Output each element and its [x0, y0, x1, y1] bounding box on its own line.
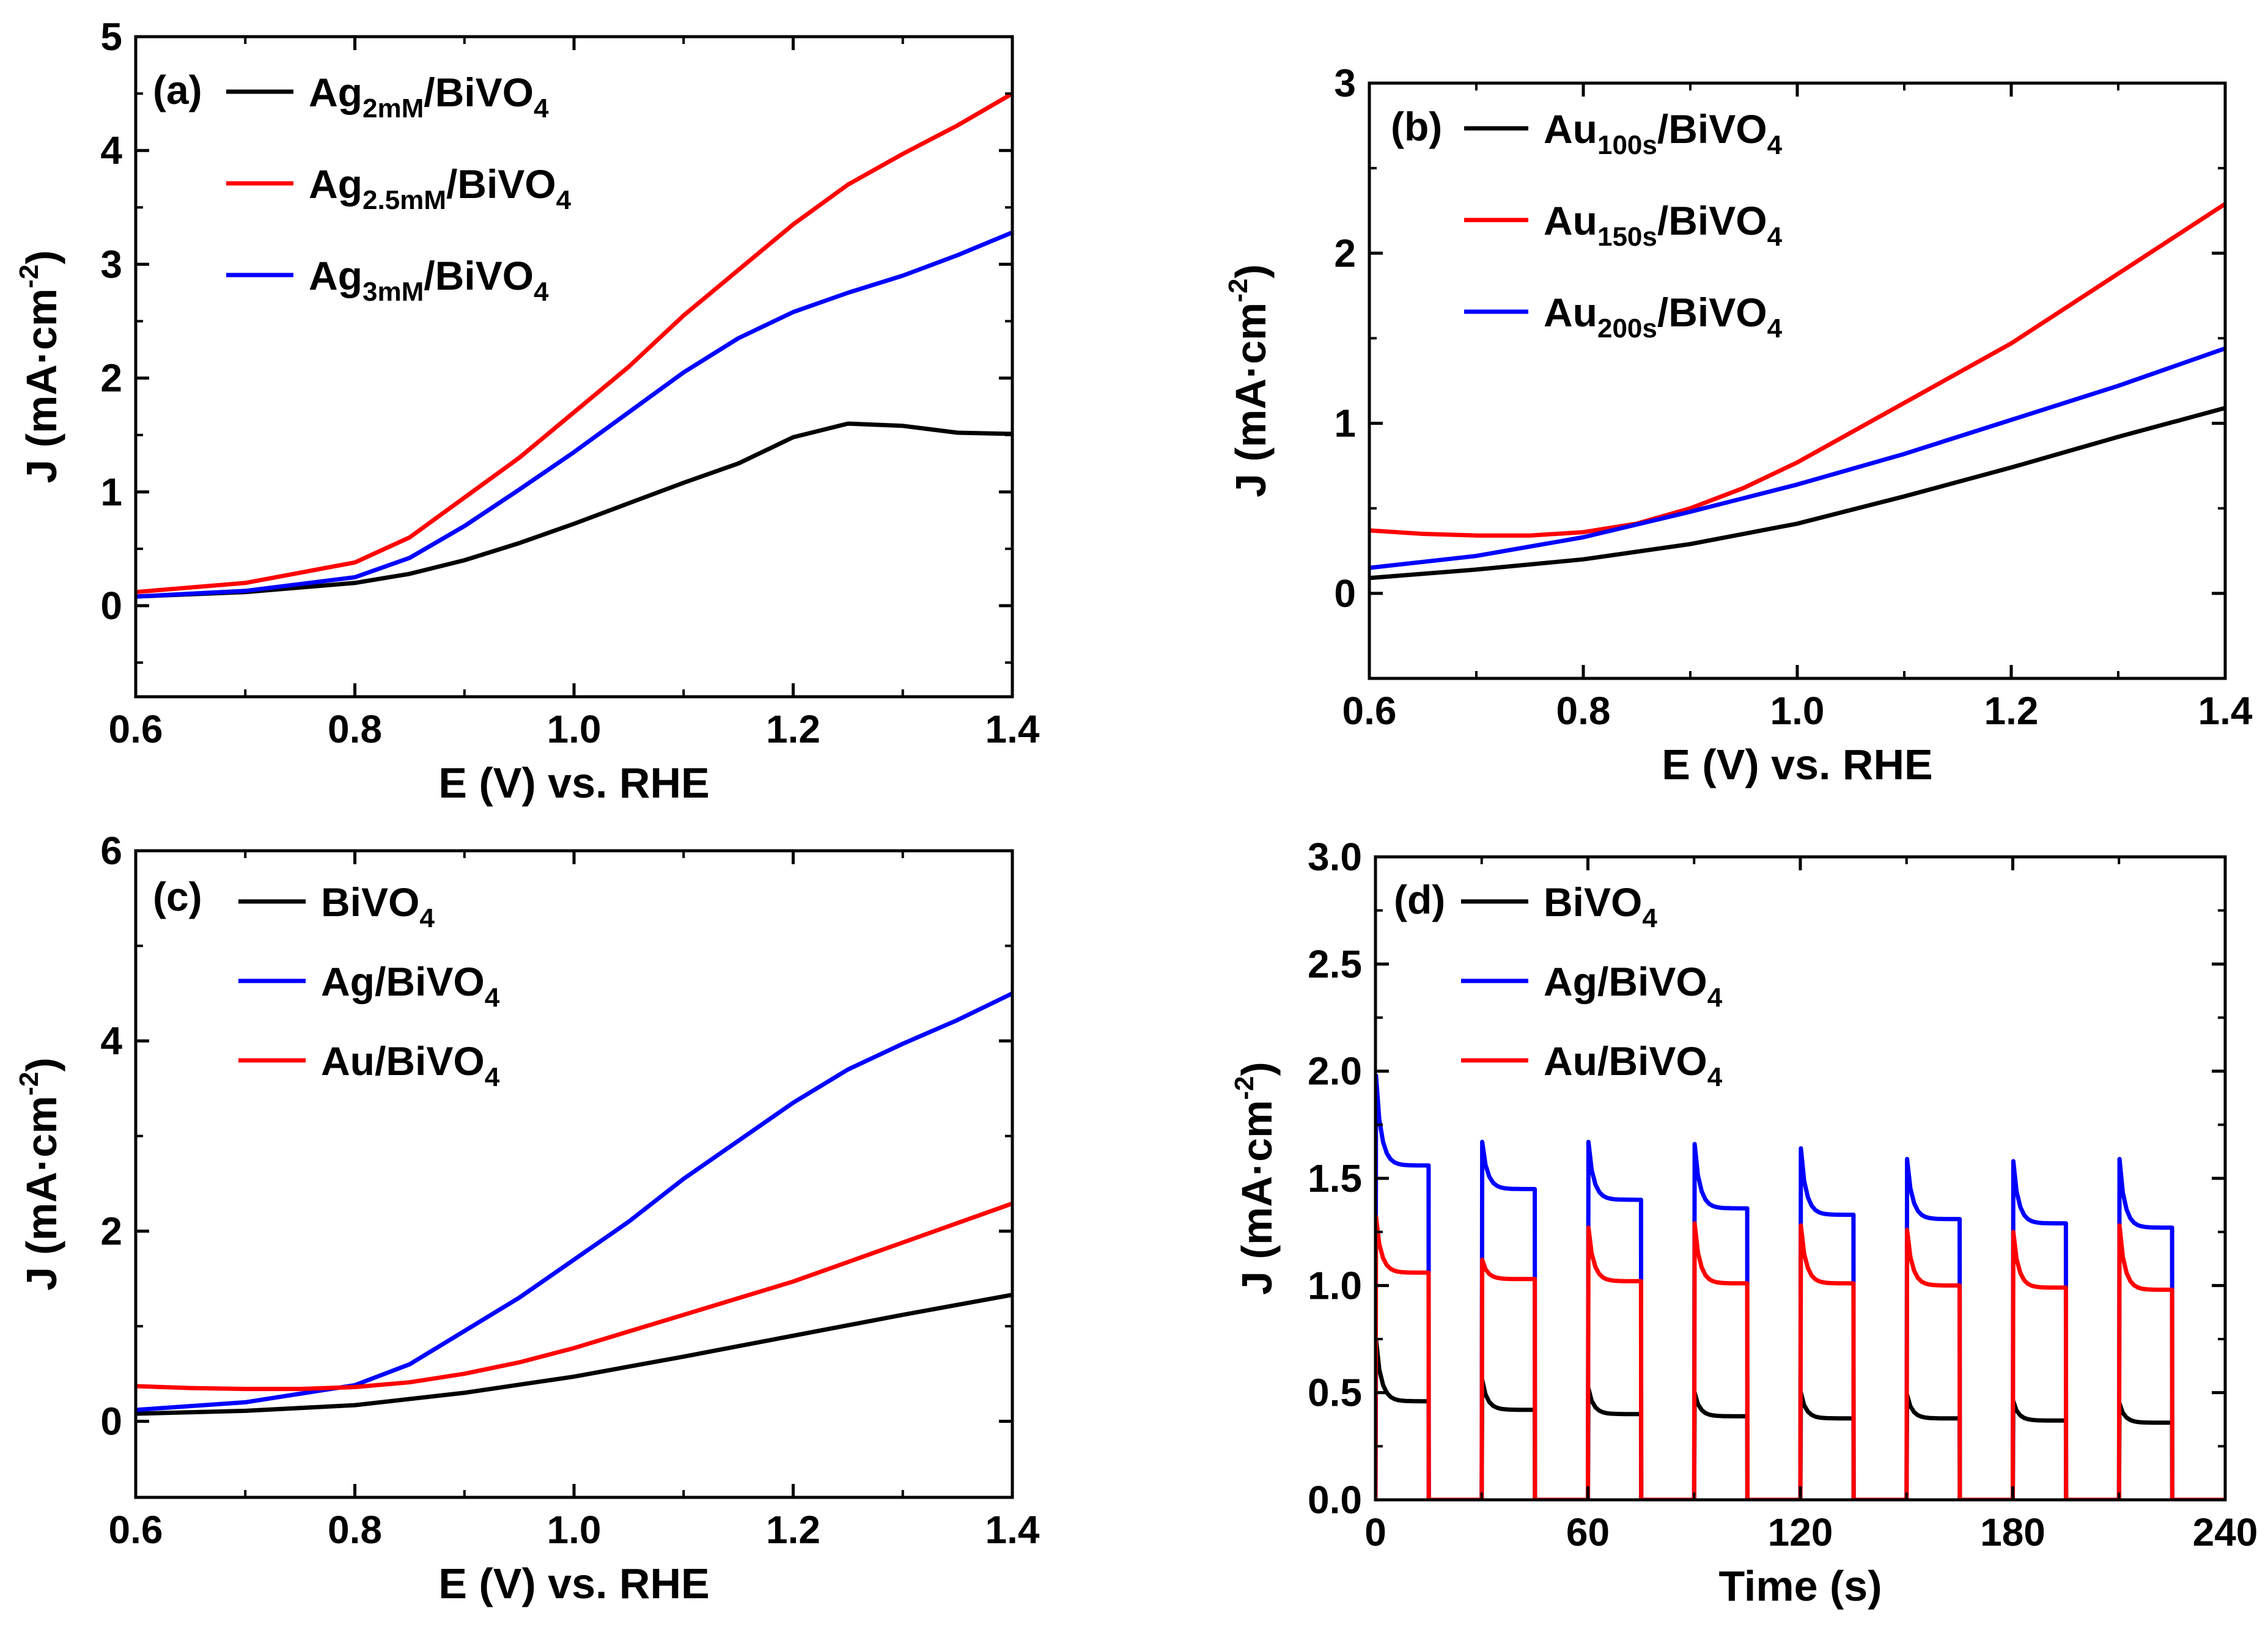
y-tick-label: 6 [100, 829, 122, 873]
x-tick-label: 120 [1768, 1510, 1833, 1554]
plot-frame [1368, 81, 2227, 680]
x-tick-label: 0.6 [1342, 689, 1397, 733]
panel-label: (c) [153, 874, 202, 919]
x-tick-label: 1.2 [766, 1508, 820, 1552]
series-line-au200s-bivo4 [1369, 346, 2225, 570]
x-tick-label: 0.6 [109, 1508, 163, 1552]
x-axis-label: Time (s) [1718, 1562, 1882, 1610]
y-tick-label: 2 [100, 1209, 122, 1253]
x-tick-label: 0.8 [328, 707, 382, 751]
x-tick-label: 1.4 [2198, 689, 2253, 733]
series-line-bivo4 [136, 1293, 1012, 1416]
x-tick-label: 1.0 [547, 707, 602, 751]
x-axis-label: E (V) vs. RHE [438, 1560, 709, 1607]
legend-entry: Au/BiVO4 [1544, 1038, 1723, 1092]
series-group [1369, 202, 2225, 581]
x-tick-label: 60 [1566, 1510, 1610, 1554]
series-line-ag2mm-bivo4 [136, 421, 1012, 599]
series-group [1375, 1073, 2225, 1500]
series-line-ag2-5mm-bivo4 [136, 92, 1012, 595]
y-tick-label: 1.0 [1308, 1263, 1362, 1307]
series-line-au-bivo4 [136, 1201, 1012, 1392]
y-tick-label: 1 [100, 470, 122, 514]
legend-entry: Ag2.5mM/BiVO4 [309, 161, 572, 215]
y-tick-label: 0.0 [1308, 1478, 1362, 1522]
y-axis-label: J (mA·cm-2) [14, 250, 65, 483]
y-tick-label: 1 [1334, 402, 1356, 446]
y-tick-label: 2 [100, 356, 122, 400]
x-tick-label: 0.6 [109, 707, 163, 751]
y-axis-label: J (mA·cm-2) [1223, 264, 1275, 497]
series-group [136, 991, 1012, 1416]
panel-a: 0.6 0.8 1.0 1.2 1.4 0 1 2 3 4 5 E (V) vs. RHE J (mA·… [14, 15, 1040, 807]
y-tick-label: 4 [100, 128, 122, 172]
series-line-ag-bivo4 [136, 991, 1012, 1412]
legend-entry: Ag2mM/BiVO4 [309, 70, 549, 123]
y-tick-label: 0 [1334, 571, 1356, 615]
x-axis-label: E (V) vs. RHE [1662, 741, 1932, 788]
y-tick-label: 3 [1334, 61, 1356, 105]
x-tick-label: 0.8 [328, 1508, 382, 1552]
panel-label: (b) [1391, 104, 1442, 149]
y-tick-label: 2 [1334, 231, 1356, 275]
x-axis-label: E (V) vs. RHE [438, 759, 709, 807]
y-tick-label: 3.0 [1308, 835, 1362, 879]
x-tick-label: 1.2 [766, 707, 820, 751]
y-tick-label: 0 [100, 584, 122, 628]
x-tick-label: 180 [1980, 1510, 2045, 1554]
x-tick-label: 1.4 [985, 707, 1040, 751]
y-tick-label: 2.5 [1308, 942, 1362, 986]
panel-c: 0.6 0.8 1.0 1.2 1.4 0 2 4 6 E (V) vs. RHE J (mA·cm… [14, 829, 1040, 1607]
legend-entry: Au/BiVO4 [321, 1038, 500, 1092]
legend-entry: Au200s/BiVO4 [1544, 290, 1783, 343]
panel-label: (d) [1394, 877, 1445, 922]
y-axis-label: J (mA·cm-2) [1229, 1062, 1281, 1294]
y-tick-label: 1.5 [1308, 1156, 1362, 1200]
x-tick-label: 1.0 [1770, 689, 1825, 733]
y-tick-label: 5 [100, 15, 122, 59]
legend-entry: BiVO4 [321, 879, 435, 933]
y-tick-label: 3 [100, 242, 122, 286]
x-tick-label: 1.4 [985, 1508, 1040, 1552]
series-group [136, 92, 1012, 599]
series-line-au-bivo4 [1375, 1214, 2225, 1500]
series-line-ag3mm-bivo4 [136, 230, 1012, 599]
series-line-au150s-bivo4 [1369, 202, 2225, 538]
series-line-bivo4 [1375, 1337, 2225, 1500]
legend-entry: Au100s/BiVO4 [1544, 106, 1783, 160]
y-tick-label: 4 [100, 1019, 122, 1063]
legend-entry: BiVO4 [1544, 879, 1657, 933]
legend-entry: Ag/BiVO4 [321, 959, 500, 1013]
legend-entry: Au150s/BiVO4 [1544, 198, 1783, 252]
panel-b: 0.6 0.8 1.0 1.2 1.4 0 1 2 3 E (V) vs. RHE J (mA·cm… [1223, 61, 2253, 788]
x-tick-label: 1.2 [1984, 689, 2039, 733]
series-line-ag-bivo4 [1375, 1073, 2225, 1500]
x-tick-label: 1.0 [547, 1508, 602, 1552]
panel-d: 0 60 120 180 240 0.0 0.5 1.0 1.5 2.0 2.5 3.0 Time (s… [1229, 835, 2258, 1610]
x-tick-label: 0 [1364, 1510, 1386, 1554]
legend-entry: Ag3mM/BiVO4 [309, 253, 549, 307]
plot-frame [134, 35, 1014, 699]
panel-label: (a) [153, 67, 202, 112]
y-tick-label: 0.5 [1308, 1371, 1362, 1415]
y-axis-label: J (mA·cm-2) [14, 1057, 65, 1290]
y-tick-label: 0 [100, 1400, 122, 1444]
series-line-au100s-bivo4 [1369, 406, 2225, 581]
x-tick-label: 0.8 [1556, 689, 1611, 733]
x-tick-label: 240 [2193, 1510, 2258, 1554]
legend-entry: Ag/BiVO4 [1544, 959, 1723, 1013]
y-tick-label: 2.0 [1308, 1049, 1362, 1093]
